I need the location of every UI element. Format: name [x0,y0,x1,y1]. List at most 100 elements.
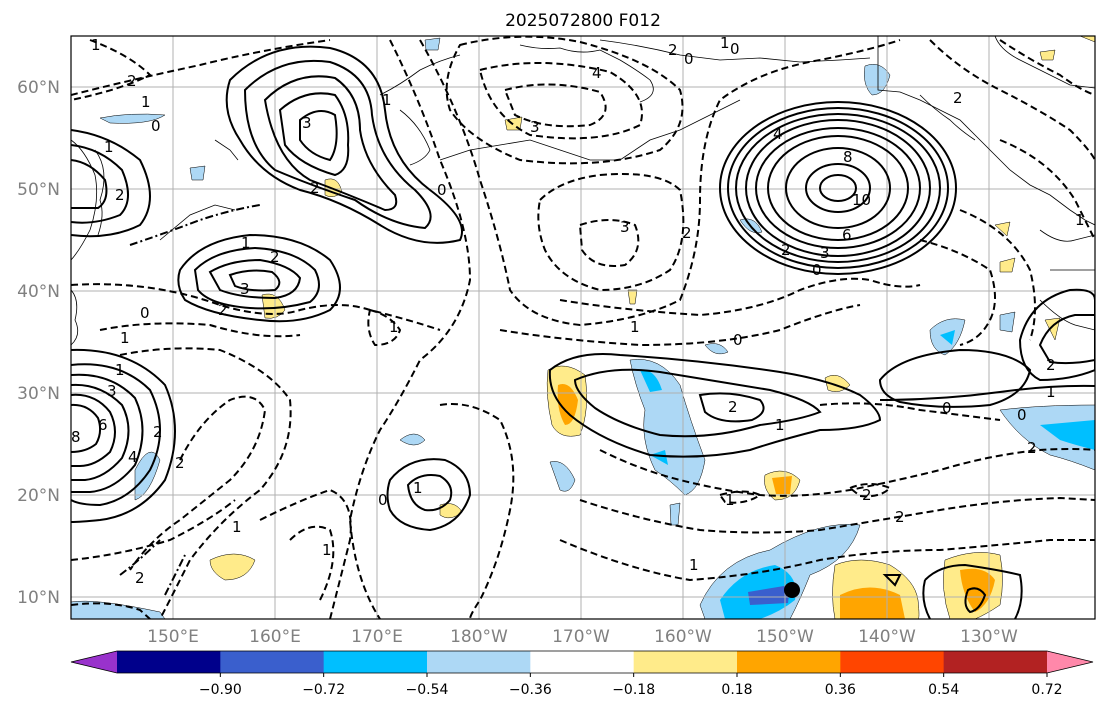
contour-label: 0 [1017,406,1027,424]
contour-label: 2 [1027,439,1037,457]
storm-center-marker [784,582,800,598]
dashed-contours [71,36,1095,619]
contour-label: 0 [437,181,447,199]
contour-label: 1 [232,518,242,536]
contour-label: 0 [378,491,388,509]
contour-label: 4 [773,125,783,143]
contour-label: 3 [240,280,250,298]
coastlines [71,36,1095,346]
contour-label: 1 [141,93,151,111]
colorbar-segment [427,651,531,673]
contour-label-group: 1 2 1 0 2 3 4 0 1 0 1 0 1 2 3 2 1 0 1 1 … [71,34,1085,587]
contour-label: 4 [128,448,138,466]
latitude-labels: 60°N 50°N 40°N 30°N 20°N 10°N [17,78,60,608]
contour-label: 0 [684,50,694,68]
contour-label: 1 [725,491,735,509]
lat-label: 20°N [17,486,60,506]
lon-label: 130°W [960,627,1018,647]
contour-label: 1 [241,234,251,252]
colorbar-tick-label: −0.18 [612,682,655,698]
lon-label: 170°E [351,627,403,647]
lat-label: 40°N [17,282,60,302]
contour-label: 1 [689,556,699,574]
lon-label: 140°W [858,627,916,647]
colorbar-segment [530,651,635,673]
colorbar-tick-label: 0.36 [825,682,856,698]
lat-label: 10°N [17,588,60,608]
contour-label: 3 [820,244,830,262]
contour-label: 3 [107,382,117,400]
colorbar: −0.90 −0.72 −0.54 −0.36 −0.18 0.18 0.36 0.54 0.7… [70,650,1094,698]
lat-label: 30°N [17,384,60,404]
colorbar-tick-label: −0.54 [406,682,449,698]
longitude-labels: 150°E 160°E 170°E 180°W 170°W 160°W 150°… [147,627,1018,647]
colorbar-segment [943,651,1048,673]
shading-layer [71,36,1095,619]
contour-label: 2 [115,186,125,204]
contour-label: 1 [413,479,423,497]
contour-label: 1 [104,138,114,156]
map-area: 1 2 1 0 2 3 4 0 1 0 1 0 1 2 3 2 1 0 1 1 … [71,34,1095,619]
contour-label: 1 [115,361,125,379]
contour-label: 2 [153,423,163,441]
contour-label: 8 [843,148,853,166]
colorbar-extend-min [71,651,117,673]
lon-label: 160°E [249,627,301,647]
contour-label: 0 [733,331,743,349]
contour-label: 0 [151,117,161,135]
contour-label: 1 [775,416,785,434]
contour-label: 6 [98,416,108,434]
lon-label: 160°W [654,627,712,647]
contour-label: 1 [1046,383,1056,401]
contour-label: 2 [135,569,145,587]
contour-label: 2 [682,224,692,242]
contour-label: 4 [592,64,602,82]
lon-label: 150°E [147,627,199,647]
colorbar-tick-label: 0.54 [928,682,959,698]
contour-label: 1 [630,318,640,336]
lon-label: 170°W [552,627,610,647]
contour-label: 2 [270,248,280,266]
contour-label: 2 [218,301,228,319]
contour-label: 2 [127,72,137,90]
contour-label: 2 [668,41,678,59]
colorbar-extend-max [1047,651,1093,673]
contour-label: 3 [302,114,312,132]
lon-label: 150°W [756,627,814,647]
contour-label: 2 [953,89,963,107]
contour-label: 1 [91,36,101,54]
map-frame [70,35,1096,620]
contour-label: 10 [852,191,871,209]
contour-label: 2 [175,454,185,472]
contour-label: 6 [842,226,852,244]
colorbar-segment [840,651,945,673]
colorbar-tick-label: 0.72 [1031,682,1062,698]
solid-contours [71,45,1095,619]
colorbar-segment [323,651,428,673]
contour-label: 0 [812,261,822,279]
contour-label: 2 [895,508,905,526]
contour-label: 8 [71,428,81,446]
contour-label: 1 [389,318,399,336]
contour-label: 2 [862,486,872,504]
lat-label: 60°N [17,78,60,98]
contour-label: 2 [728,398,738,416]
colorbar-segment [220,651,325,673]
colorbar-segment [633,651,738,673]
contour-label: 1 [382,91,392,109]
lon-label: 180°W [450,627,508,647]
contour-label: 0 [140,304,150,322]
colorbar-segment [737,651,841,673]
contour-label: 0 [730,40,740,58]
colorbar-outline [70,650,1094,674]
figure-title: 2025072800 F012 [505,11,661,31]
contour-label: 0 [942,399,952,417]
colorbar-tick-label: −0.36 [509,682,552,698]
lat-label: 50°N [17,180,60,200]
contour-label: 3 [530,118,540,136]
contour-label: 1 [1075,211,1085,229]
contour-label: 3 [620,218,630,236]
contour-label: 1 [720,34,730,52]
colorbar-tick-label: 0.18 [721,682,752,698]
